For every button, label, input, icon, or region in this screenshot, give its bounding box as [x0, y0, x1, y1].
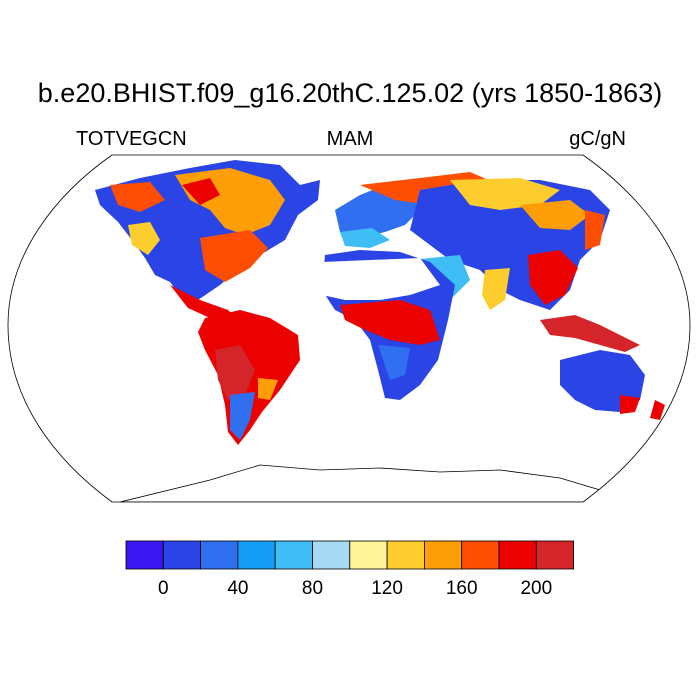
- variable-label: TOTVEGCN: [76, 128, 187, 150]
- colorbar-box: [237, 540, 276, 570]
- antarctica-outline: [119, 464, 601, 502]
- colorbar-box: [349, 540, 388, 570]
- colorbar-box: [461, 540, 500, 570]
- colorbar-box: [386, 540, 425, 570]
- colorbar-box: [200, 540, 239, 570]
- colorbar-box: [423, 540, 463, 570]
- colorbar-tick-label: 160: [445, 578, 478, 599]
- colorbar-box: [498, 540, 537, 570]
- colorbar-box: [125, 540, 164, 570]
- colorbar-box: [274, 540, 313, 570]
- season-label: MAM: [326, 128, 374, 150]
- colorbar-tick-label: 120: [371, 578, 403, 599]
- colorbar-tick-label: 0: [158, 578, 169, 599]
- units-label: gC/gN: [569, 128, 626, 150]
- colorbar-tick-label: 40: [227, 578, 249, 599]
- colorbar-box: [312, 540, 351, 570]
- colorbar-box: [535, 540, 574, 570]
- colorbar-tick-label: 200: [520, 578, 553, 599]
- colorbar-box: [162, 540, 202, 570]
- plot-title: b.e20.BHIST.f09_g16.20thC.125.02 (yrs 18…: [37, 78, 663, 108]
- map-boundary: [7, 154, 691, 503]
- colorbar-tick-label: 80: [301, 578, 324, 599]
